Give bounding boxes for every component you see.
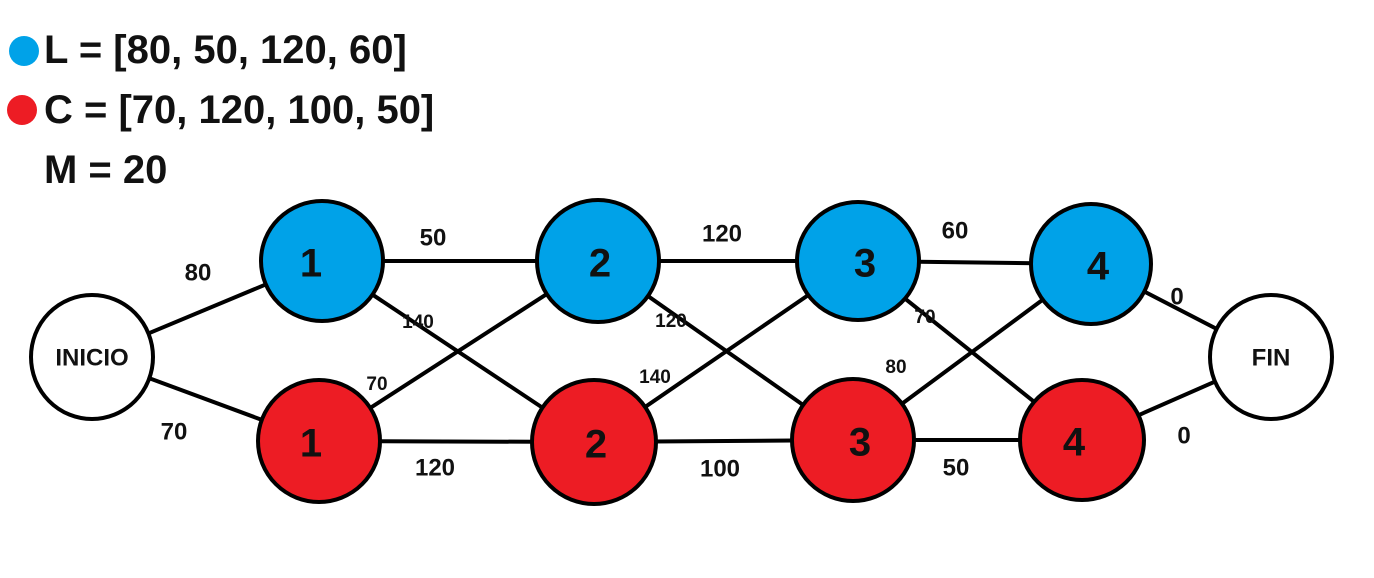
edge-weight-b4-fin: 0	[1170, 283, 1183, 310]
node-circle-r1	[256, 378, 382, 504]
node-circle-b4	[1029, 202, 1153, 326]
node-b4: 4	[1029, 202, 1153, 326]
edge-weight-b2-b3: 120	[702, 220, 742, 247]
edge-weight-b1-r2: 140	[402, 312, 434, 333]
node-label-fin: FIN	[1252, 344, 1291, 371]
node-label-r3: 3	[849, 421, 871, 465]
node-circle-b2	[535, 198, 661, 324]
node-r3: 3	[790, 377, 916, 503]
node-b2: 2	[535, 198, 661, 324]
edge-weight-r4-fin: 0	[1177, 422, 1190, 449]
node-r2: 2	[530, 378, 658, 506]
edge-weight-r1-b2: 70	[366, 374, 387, 395]
edge-weight-r3-b4: 80	[885, 357, 906, 378]
node-circle-r4	[1018, 378, 1146, 502]
blue-dot-icon	[9, 36, 39, 66]
node-circle-r2	[530, 378, 658, 506]
edge-weight-inicio-r1: 70	[161, 418, 188, 445]
node-b1: 1	[259, 199, 385, 323]
edge-weight-r2-b3: 140	[639, 367, 671, 388]
edge-weight-inicio-b1: 80	[185, 259, 212, 286]
node-label-b1: 1	[300, 242, 322, 286]
node-label-b3: 3	[854, 242, 876, 286]
node-label-inicio: INICIO	[55, 344, 128, 371]
node-inicio: INICIO	[29, 293, 155, 421]
node-circle-inicio	[29, 293, 155, 421]
edge-weight-b1-b2: 50	[420, 224, 447, 251]
edge-weight-r2-r3: 100	[700, 455, 740, 482]
edge-weight-r1-r2: 120	[415, 454, 455, 481]
node-label-b4: 4	[1087, 245, 1110, 289]
node-fin: FIN	[1208, 293, 1334, 421]
legend-line-l: L = [80, 50, 120, 60]	[44, 28, 407, 72]
legend-line-m: M = 20	[44, 148, 168, 192]
node-label-r2: 2	[585, 423, 607, 467]
node-r4: 4	[1018, 378, 1146, 502]
node-circle-r3	[790, 377, 916, 503]
edge-weight-b3-r4: 70	[914, 307, 935, 328]
node-r1: 1	[256, 378, 382, 504]
node-b3: 3	[795, 200, 921, 322]
red-dot-icon	[7, 95, 37, 125]
node-circle-fin	[1208, 293, 1334, 421]
edge-weight-b3-b4: 60	[942, 217, 969, 244]
edge-weight-b2-r3: 120	[655, 311, 687, 332]
node-circle-b3	[795, 200, 921, 322]
edge-weight-r3-r4: 50	[943, 454, 970, 481]
node-circle-b1	[259, 199, 385, 323]
node-label-r4: 4	[1063, 421, 1086, 465]
legend-line-c: C = [70, 120, 100, 50]	[44, 88, 435, 132]
node-label-r1: 1	[300, 422, 322, 466]
node-label-b2: 2	[589, 242, 611, 286]
